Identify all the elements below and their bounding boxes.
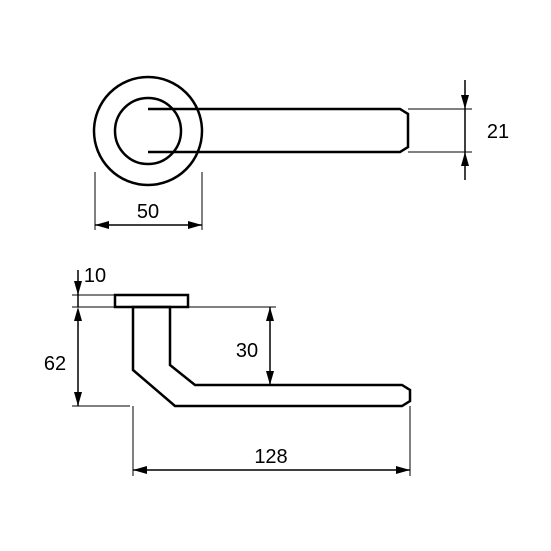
dim-128-label: 128: [254, 446, 287, 468]
dim-30-label: 30: [236, 340, 258, 362]
dim-50-label: 50: [137, 201, 159, 223]
technical-drawing: 50 21 10 62 30 128: [0, 0, 551, 551]
rosette-outer-circle: [94, 77, 202, 185]
dim-21-label: 21: [487, 121, 509, 143]
side-plate: [115, 295, 188, 307]
top-lever-outline: [148, 109, 408, 152]
dim-10-label: 10: [84, 265, 106, 287]
dim-62-label: 62: [44, 353, 66, 375]
side-lever-outline: [133, 307, 410, 406]
